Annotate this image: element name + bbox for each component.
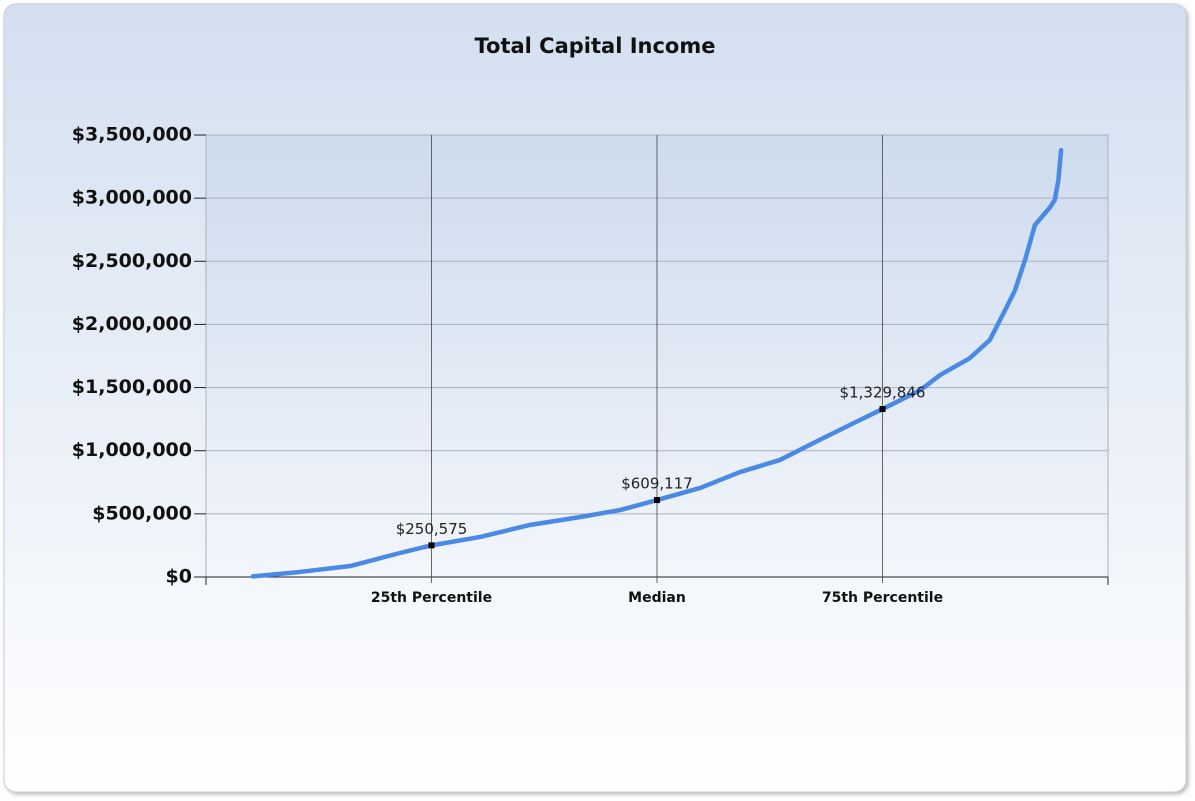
annotation-marker [879,406,886,413]
x-tick-label: 75th Percentile [822,590,943,606]
y-tick-label: $500,000 [92,502,192,524]
annotation-marker [428,542,435,549]
y-tick-label: $1,500,000 [72,376,192,398]
y-tick-label: $1,000,000 [72,439,192,461]
annotation-label: $609,117 [621,475,693,493]
x-tick-label: Median [628,590,686,606]
y-tick-label: $2,500,000 [72,250,192,272]
chart-title: Total Capital Income [475,34,716,58]
y-tick-label: $3,000,000 [72,187,192,209]
x-tick-label: 25th Percentile [371,590,492,606]
annotation-label: $250,575 [396,520,468,538]
y-tick-label: $0 [166,566,192,588]
annotation-label: $1,329,846 [840,384,926,402]
y-tick-label: $3,500,000 [72,124,192,146]
y-tick-label: $2,000,000 [72,313,192,335]
annotation-marker [654,497,660,504]
line-series [250,147,1064,579]
